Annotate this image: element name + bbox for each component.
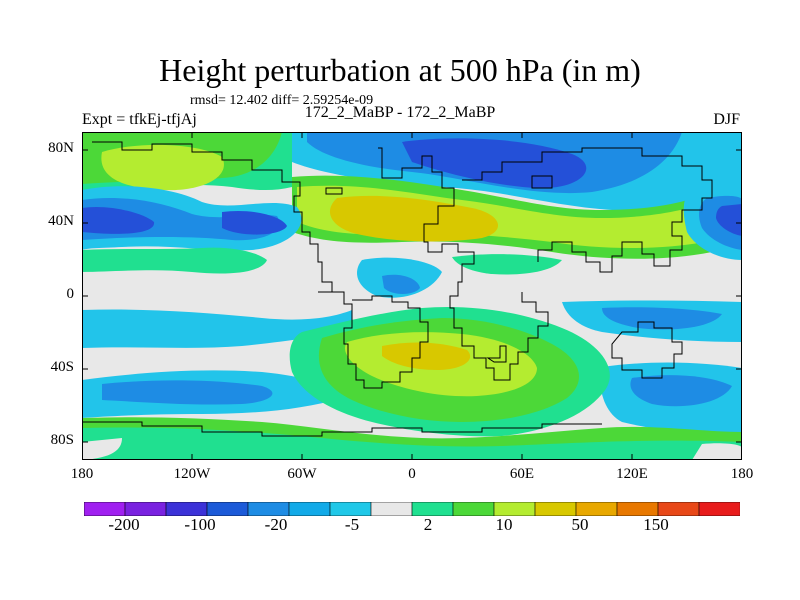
colorbar-swatch [165, 502, 208, 516]
colorbar-swatch [288, 502, 331, 516]
europe-africa-coast [378, 147, 549, 381]
lon-label-0: 0 [408, 466, 416, 482]
experiment-label: Expt = tfkEj-tfjAj [82, 111, 197, 128]
colorbar-swatch [657, 502, 700, 516]
nw-yellow-green [101, 144, 224, 191]
height-field [82, 132, 742, 460]
lat-label-40s: 40S [50, 359, 74, 375]
africa-teal [452, 254, 562, 275]
colorbar-swatch [411, 502, 454, 516]
colorbar-swatch [493, 502, 536, 516]
colorbar-swatch [329, 502, 372, 516]
sw-corner-grey [82, 438, 122, 460]
lat-label-80s: 80S [50, 432, 74, 448]
atlantic-olive-core [329, 195, 499, 242]
east-low-deep [716, 204, 742, 236]
lon-label-180e: 180 [730, 466, 754, 482]
south-blue-east [602, 307, 722, 330]
lon-label-60w: 60W [287, 466, 317, 482]
lat-label-0: 0 [66, 286, 75, 302]
colorbar [84, 502, 740, 516]
australia-coast [611, 321, 683, 379]
madagascar-coast [486, 345, 507, 363]
colorbar-swatch [206, 502, 249, 516]
colorbar-label: 2 [423, 515, 433, 534]
colorbar-swatch [575, 502, 618, 516]
atlantic-blue-blob [382, 274, 420, 294]
colorbar-swatch [616, 502, 659, 516]
colorbar-label: 50 [571, 515, 589, 534]
greenland-island [325, 187, 343, 195]
south-olive-core [382, 342, 471, 370]
north-subtropic-teal [82, 247, 267, 274]
inland-sea [531, 175, 553, 189]
page-title: Height perturbation at 500 hPa (in m) [159, 52, 641, 88]
colorbar-label: 150 [643, 515, 669, 534]
lat-label-40n: 40N [48, 213, 74, 229]
south-cyan-west [82, 309, 352, 348]
colorbar-swatch [370, 502, 413, 516]
colorbar-swatch [247, 502, 290, 516]
colorbar-label: -200 [108, 515, 140, 534]
season-label: DJF [713, 111, 740, 128]
coastlines [82, 141, 713, 437]
south-blue-west [102, 380, 273, 405]
colorbar-label: 10 [495, 515, 513, 534]
lon-label-180w: 180 [70, 466, 94, 482]
west-low-deep [82, 206, 155, 234]
south-polar-teal [82, 427, 742, 460]
asia-coast [462, 147, 713, 273]
colorbar-swatch [124, 502, 167, 516]
lon-label-120e: 120E [616, 466, 648, 482]
north-america-coast [92, 141, 333, 293]
south-america-coast [332, 291, 429, 389]
colorbar-swatch [698, 502, 740, 516]
se-corner-grey [692, 443, 742, 460]
colorbar-label: -5 [344, 515, 360, 534]
lon-label-120w: 120W [173, 466, 211, 482]
map-panel [82, 132, 742, 460]
west-low-deep-2 [222, 210, 287, 235]
colorbar-swatch [84, 502, 126, 516]
lon-label-60e: 60E [509, 466, 535, 482]
colorbar-label: -20 [264, 515, 288, 534]
antarctica-coast [82, 421, 602, 437]
lat-label-80n: 80N [48, 140, 74, 156]
rmsd-stats: rmsd= 12.402 diff= 2.59254e-09 [190, 93, 374, 108]
colorbar-swatch [452, 502, 495, 516]
colorbar-label: -100 [184, 515, 216, 534]
south-blue-east-2 [630, 375, 732, 407]
colorbar-swatch [534, 502, 577, 516]
axis-ticks [82, 132, 742, 460]
run-subtitle: 172_2_MaBP - 172_2_MaBP [304, 104, 496, 121]
